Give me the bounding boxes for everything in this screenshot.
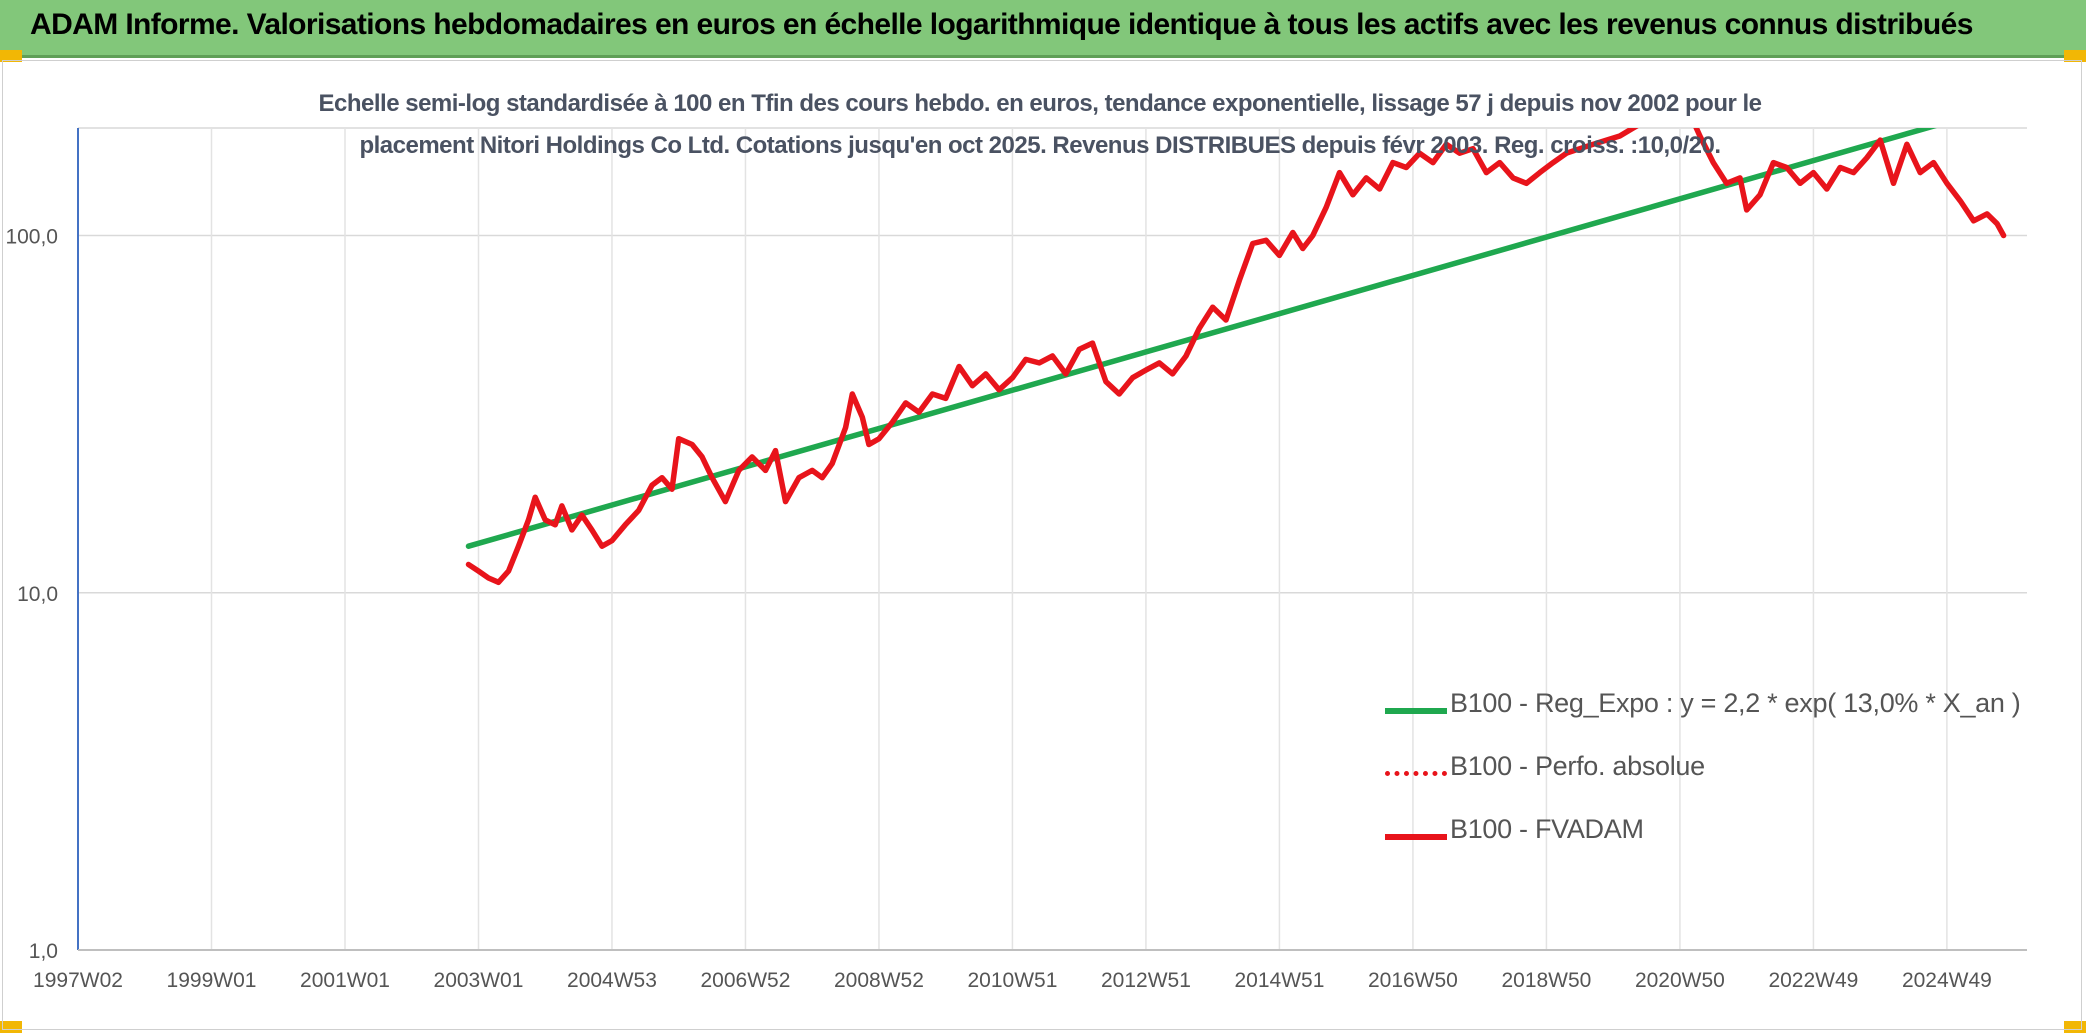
corner-mark-top-left <box>0 50 22 62</box>
y-tick-label-0: 1,0 <box>29 940 58 963</box>
x-tick-labels: 1997W02 1999W01 2001W01 2003W01 2004W53 2006W… <box>33 969 1992 992</box>
x-tick-label-2: 2001W01 <box>300 969 390 992</box>
x-tick-label-7: 2010W51 <box>967 969 1057 992</box>
legend-label-fvadam: B100 - FVADAM <box>1450 814 1644 844</box>
report-banner: ADAM Informe. Valorisations hebdomadaire… <box>0 0 2086 58</box>
legend-swatch-regression <box>1385 708 1447 714</box>
legend-label-regression: B100 - Reg_Expo : y = 2,2 * exp( 13,0% *… <box>1450 688 2021 718</box>
series-fvadam-line <box>465 128 2007 586</box>
x-tick-label-5: 2006W52 <box>701 969 791 992</box>
chart-axes <box>77 128 2027 951</box>
legend-swatch-perfo-absolue <box>1385 771 1447 776</box>
corner-mark-bottom-right <box>2064 1021 2086 1033</box>
x-tick-label-14: 2024W49 <box>1902 969 1992 992</box>
x-tick-label-8: 2012W51 <box>1101 969 1191 992</box>
legend-swatch-fvadam <box>1385 834 1447 840</box>
x-tick-label-10: 2016W50 <box>1368 969 1458 992</box>
y-tick-label-2: 100,0 <box>5 226 58 249</box>
y-tick-labels: 1,0 10,0 100,0 <box>5 226 58 963</box>
x-tick-label-11: 2018W50 <box>1501 969 1591 992</box>
x-tick-label-12: 2020W50 <box>1635 969 1725 992</box>
x-tick-label-0: 1997W02 <box>33 969 123 992</box>
y-tick-label-1: 10,0 <box>17 583 58 606</box>
x-tick-label-1: 1999W01 <box>167 969 257 992</box>
grid-lines <box>77 127 2027 951</box>
chart-title-line-1: Echelle semi-log standardisée à 100 en T… <box>318 90 1763 117</box>
chart-frame <box>2 60 2082 1030</box>
x-tick-label-3: 2003W01 <box>434 969 524 992</box>
series-regression-line <box>465 128 1937 549</box>
x-tick-label-13: 2022W49 <box>1768 969 1858 992</box>
legend-label-perfo-absolue: B100 - Perfo. absolue <box>1450 751 1705 781</box>
x-tick-label-6: 2008W52 <box>834 969 924 992</box>
chart-title-line-2: placement Nitori Holdings Co Ltd. Cotati… <box>359 132 1721 159</box>
corner-mark-top-right <box>2064 50 2086 62</box>
series-lines <box>465 128 2007 586</box>
report-title: ADAM Informe. Valorisations hebdomadaire… <box>30 8 1973 41</box>
corner-mark-bottom-left <box>0 1021 22 1033</box>
x-tick-label-9: 2014W51 <box>1234 969 1324 992</box>
x-tick-label-4: 2004W53 <box>567 969 657 992</box>
